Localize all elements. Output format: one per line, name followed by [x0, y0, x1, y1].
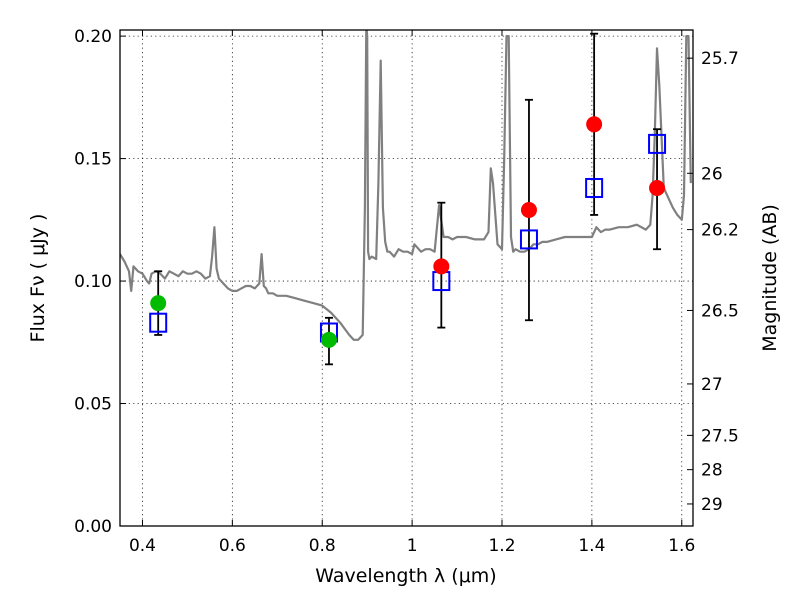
errorbar-layer — [154, 32, 662, 366]
model-square-marker — [648, 133, 667, 154]
right-tick-label: 27.5 — [701, 426, 739, 446]
marker-layer — [149, 116, 667, 348]
y-tick-label: 0.00 — [74, 517, 112, 537]
right-tick-label: 25.7 — [701, 49, 739, 69]
right-tick-label: 27 — [701, 375, 723, 395]
x-tick-label: 1 — [407, 536, 418, 556]
y-tick-label: 0.05 — [74, 395, 112, 415]
spectrum-layer — [120, 30, 692, 341]
model-square-marker — [519, 229, 538, 250]
x-tick-label: 1.6 — [668, 536, 695, 556]
y-tick-label: 0.20 — [74, 27, 112, 47]
y-axis-label: Flux Fν ( μJy ) — [27, 214, 49, 343]
data-point — [520, 202, 537, 219]
spectrum-line — [120, 30, 692, 341]
x-tick-label: 0.8 — [309, 536, 336, 556]
right-axis-ticks: 25.7 26 26.2 26.5 27 27.5 28 29 — [687, 49, 739, 515]
x-axis-label: Wavelength λ (μm) — [315, 565, 496, 587]
x-tick-label: 1.2 — [488, 536, 515, 556]
y-tick-label: 0.10 — [74, 272, 112, 292]
data-point — [586, 116, 603, 133]
data-point — [433, 258, 450, 275]
data-point — [649, 179, 666, 196]
model-square-marker — [585, 177, 604, 198]
x-tick-label: 0.6 — [219, 536, 246, 556]
right-tick-label: 26.2 — [701, 221, 739, 241]
x-tick-label: 0.4 — [129, 536, 156, 556]
data-point — [150, 295, 167, 312]
right-tick-label: 29 — [701, 495, 723, 515]
right-tick-label: 28 — [701, 461, 723, 481]
model-square-marker — [149, 312, 168, 333]
x-tick-label: 1.4 — [578, 536, 605, 556]
y-tick-label: 0.15 — [74, 150, 112, 170]
data-point — [320, 331, 337, 348]
right-tick-label: 26.5 — [701, 301, 739, 321]
x-axis-ticks: 0.4 0.6 0.8 1 1.2 1.4 1.6 — [129, 30, 695, 556]
right-axis-label: Magnitude (AB) — [759, 204, 781, 352]
plot-frame — [119, 29, 694, 527]
y-axis-ticks: 0.00 0.05 0.10 0.15 0.20 — [74, 27, 126, 537]
right-tick-label: 26 — [701, 164, 723, 184]
